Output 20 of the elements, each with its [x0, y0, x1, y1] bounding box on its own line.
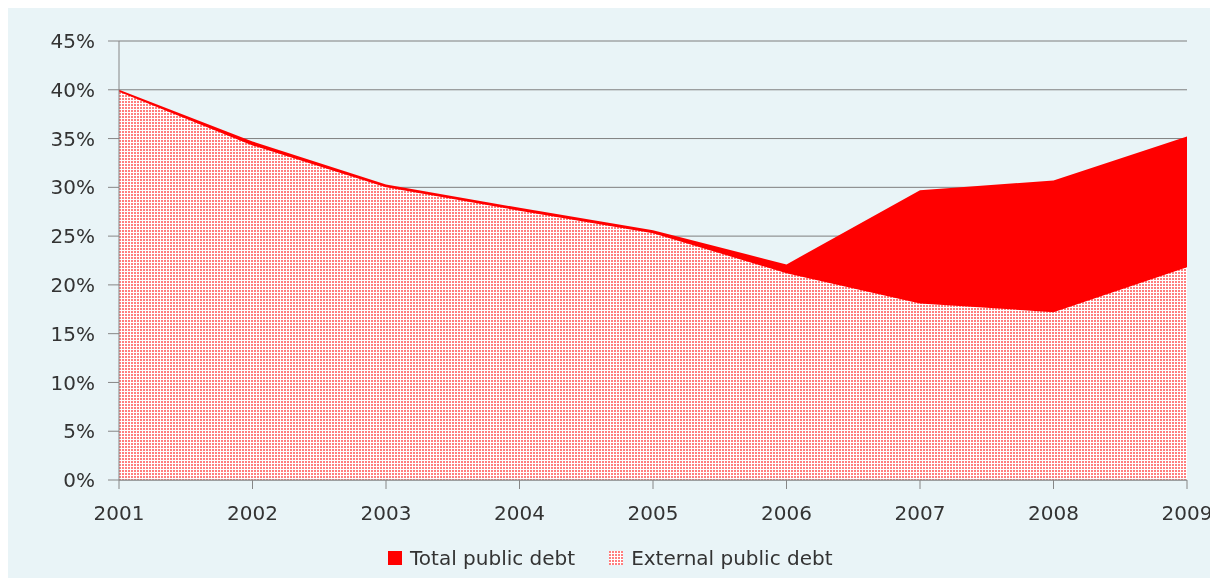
y-tick-label: 35% [50, 126, 95, 151]
x-tick-label: 2003 [360, 501, 412, 526]
y-tick-label: 20% [50, 272, 95, 297]
x-tick-label: 2008 [1028, 501, 1079, 526]
x-tick-label: 2006 [761, 501, 812, 526]
y-tick-label: 15% [50, 321, 95, 346]
x-tick-label: 2002 [227, 501, 278, 526]
x-tick-label: 2001 [93, 501, 145, 526]
x-tick-label: 2007 [894, 501, 946, 526]
x-tick-label: 2004 [494, 501, 545, 526]
y-tick-label: 40% [50, 77, 95, 102]
legend-label: Total public debt [410, 546, 576, 570]
y-tick-label: 0% [63, 468, 95, 493]
legend-label: External public debt [631, 546, 833, 570]
y-tick-label: 10% [50, 370, 95, 395]
y-tick-label: 30% [50, 175, 95, 200]
y-tick-label: 5% [63, 419, 95, 444]
y-tick-label: 45% [50, 29, 95, 54]
x-tick-label: 2005 [627, 501, 679, 526]
y-tick-label: 25% [50, 224, 95, 249]
